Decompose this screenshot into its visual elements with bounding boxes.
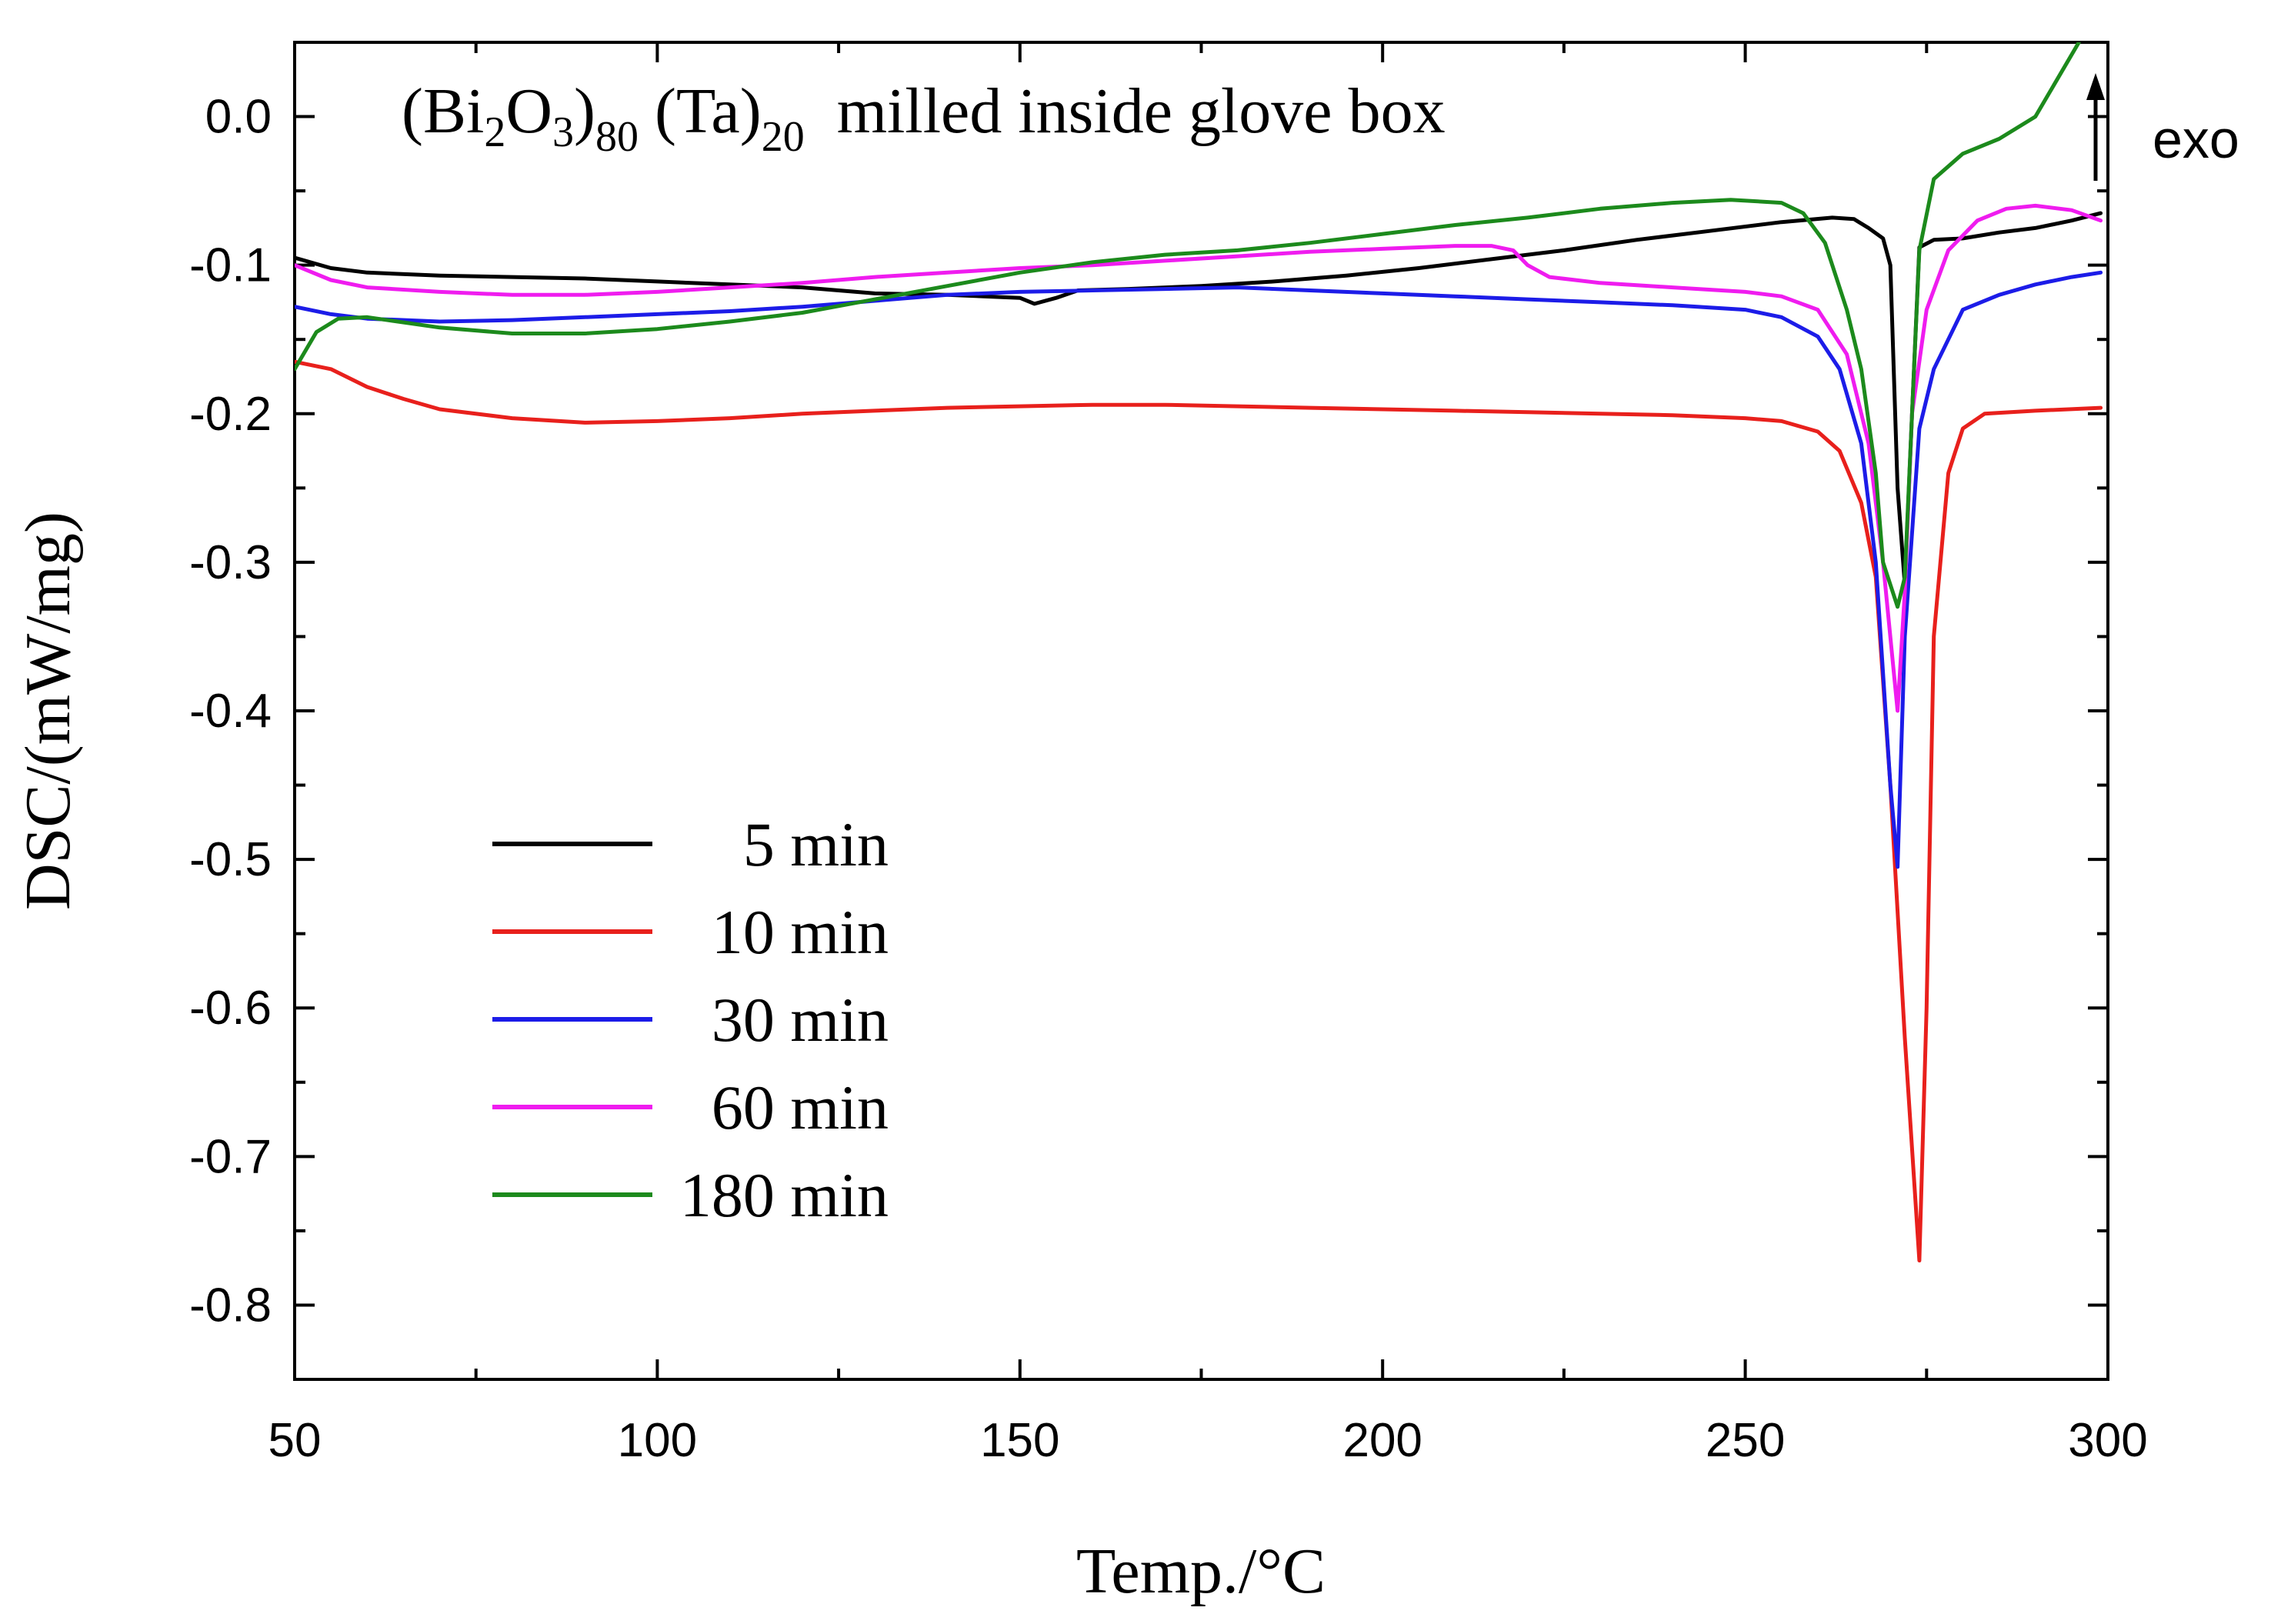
x-tick-label: 200 [1342,1414,1422,1467]
x-tick-label: 250 [1706,1414,1785,1467]
y-axis-ticks: 0.0 -0.1 -0.2 -0.3 -0.4 -0.5 -0.6 -0.7 -0.8 [189,41,2108,1381]
y-tick-label: 0.0 [205,91,272,144]
x-tick-label: 300 [2068,1414,2147,1467]
chart-annotation: (Bi2O3)80 (Ta)20 milled inside glove box [402,75,1446,161]
exo-indicator: exo [2086,73,2239,181]
legend: 5 min 10 min 30 min 60 min 180 min [492,809,889,1230]
series-line-60-min [295,203,2103,713]
x-tick-label: 150 [980,1414,1059,1467]
series-line-30-min [295,270,2103,869]
series-line-180-min [295,42,2081,609]
y-tick-label: -0.7 [189,1130,272,1183]
series-line-10-min [295,359,2103,1262]
y-tick-label: -0.6 [189,982,272,1035]
series-group [295,42,2103,1262]
y-tick-label: -0.4 [189,685,272,738]
legend-label: 60 min [712,1072,889,1142]
legend-label: 30 min [712,985,889,1055]
y-tick-label: -0.3 [189,536,272,589]
legend-label: 180 min [680,1160,889,1230]
series-line-5-min [295,211,2103,587]
exo-label: exo [2153,109,2239,169]
x-axis-title: Temp./°C [1076,1536,1326,1607]
plot-frame [293,41,2109,1381]
x-axis-ticks: 50 100 150 200 250 300 [268,42,2148,1467]
y-tick-label: -0.5 [189,833,272,886]
legend-label: 10 min [712,897,889,967]
y-axis-title: DSC/(mW/mg) [12,512,84,910]
legend-label: 5 min [743,809,889,879]
y-tick-label: -0.2 [189,388,272,441]
x-tick-label: 50 [268,1414,322,1467]
exo-arrowhead-icon [2086,73,2105,100]
y-tick-label: -0.1 [189,239,272,292]
x-tick-label: 100 [618,1414,697,1467]
y-tick-label: -0.8 [189,1279,272,1332]
